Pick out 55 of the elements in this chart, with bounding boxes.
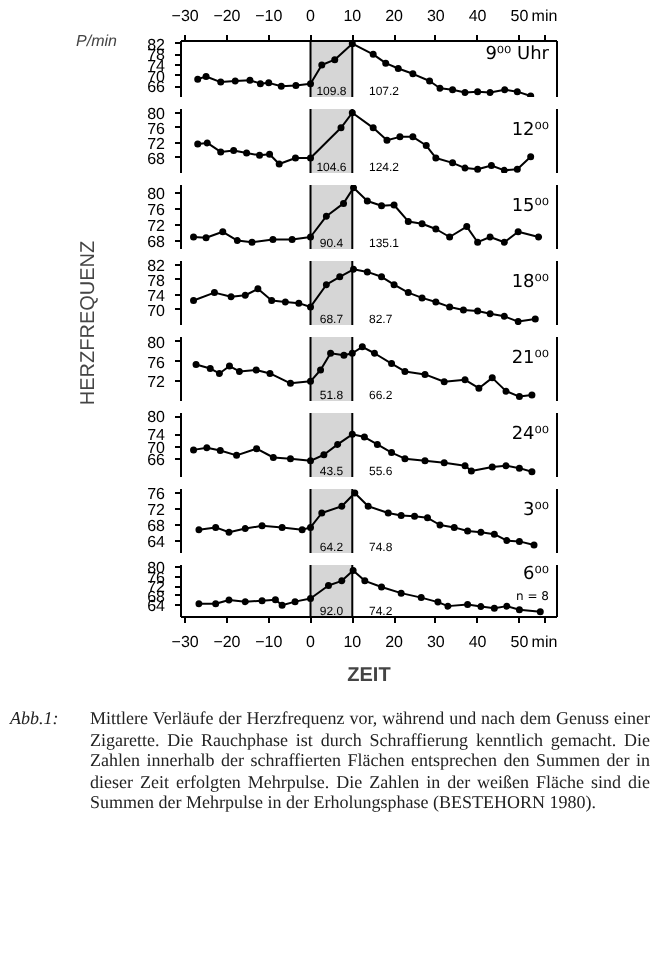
y-tick-label: 72 <box>147 217 167 235</box>
x2-tick-label: 20 <box>385 7 405 25</box>
x2-tick-label: 50 <box>510 7 530 25</box>
y-tick-label: 76 <box>147 485 167 503</box>
x2-tick-label: −30 <box>171 7 200 25</box>
text: 15⁰⁰ <box>511 197 550 217</box>
text: 21⁰⁰ <box>511 349 550 369</box>
x-tick-label: 40 <box>468 633 488 651</box>
x-tick-label: 50 <box>510 633 530 651</box>
x-tick-label: −10 <box>255 633 284 651</box>
y-tick-label: 66 <box>147 78 167 97</box>
chart-title: 9⁰⁰ Uhr <box>485 45 550 65</box>
y-tick-label: 78 <box>147 271 167 290</box>
y-tick-label: 72 <box>147 373 167 392</box>
y-tick-label: 76 <box>147 119 167 138</box>
y-tick-label: 68 <box>147 233 167 251</box>
x2-tick-label: 10 <box>343 7 363 25</box>
y-tick-label: 68 <box>147 517 167 535</box>
x-tick-label: 20 <box>385 633 405 651</box>
text: Mittlere Verläufe der Herzfrequenz vor, während und nach dem Genuss einer Zigarette. Die Rauchphase ist durch Schraffierung kenntlich gemacht. Die Zahlen innerhalb der schraffierten Flächen entsprechen den Summen der in dieser Zeit erfolgten Mehrpulse. Die Zahlen in der weißen Fläche sind die Summen der Mehrpulse in der Erholungsphase (BESTEHORN 1980). <box>90 708 650 813</box>
y-tick-label: 64 <box>147 533 167 551</box>
y-tick-label: 80 <box>147 333 167 352</box>
text: 3⁰⁰ <box>523 501 550 521</box>
y-tick-label: 80 <box>147 408 167 427</box>
y-tick-label: 68 <box>147 149 167 168</box>
y-tick-label: 80 <box>147 104 167 123</box>
y-tick-label: 72 <box>147 134 167 153</box>
x2-tick-label: min <box>531 7 558 25</box>
x-tick-label: −30 <box>171 633 200 651</box>
x-tick-label: 0 <box>306 633 317 651</box>
y-tick-label: 76 <box>147 201 167 219</box>
text: 24⁰⁰ <box>511 425 550 445</box>
y-axis-title: P/min <box>76 32 119 50</box>
x-tick-label: −20 <box>213 633 242 651</box>
x-tick-label: 10 <box>343 633 363 651</box>
x-tick-label: min <box>531 633 558 651</box>
x-tick-label: 30 <box>426 633 446 651</box>
y-tick-label: 70 <box>147 301 167 320</box>
x2-tick-label: 30 <box>426 7 446 25</box>
y-tick-label: 80 <box>147 185 167 203</box>
y-tick-label: 64 <box>147 597 167 616</box>
x-axis-title: ZEIT <box>347 665 391 687</box>
text: 18⁰⁰ <box>511 273 550 293</box>
text: 12⁰⁰ <box>511 121 550 141</box>
y-tick-label: 76 <box>147 353 167 372</box>
y-axis-title: HERZFREQUENZ <box>78 240 100 406</box>
x2-tick-label: 0 <box>306 7 317 25</box>
x2-tick-label: −10 <box>255 7 284 25</box>
y-tick-label: 74 <box>147 286 167 305</box>
chart-title: 6⁰⁰ <box>523 565 550 585</box>
x2-tick-label: −20 <box>213 7 242 25</box>
x2-tick-label: 40 <box>468 7 488 25</box>
y-tick-label: 72 <box>147 501 167 519</box>
y-tick-label: 82 <box>147 256 167 275</box>
caption: Abb.1: <box>10 708 61 732</box>
